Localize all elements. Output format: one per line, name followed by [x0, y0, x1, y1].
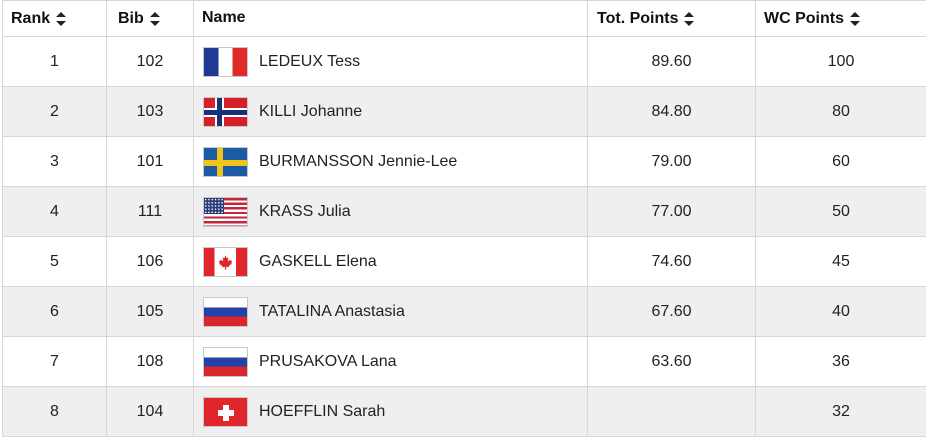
switzerland-flag-icon: [203, 397, 248, 427]
name-cell: BURMANSSON Jennie-Lee: [194, 137, 588, 187]
header-row: Rank Bib Name Tot. Points WC Points: [3, 1, 926, 37]
tot-points-value: 77.00: [651, 203, 691, 221]
rank-cell: 4: [3, 187, 107, 237]
rank-cell: 8: [3, 387, 107, 437]
athlete-name: BURMANSSON Jennie-Lee: [259, 153, 457, 171]
rank-column-header[interactable]: Rank: [3, 1, 107, 37]
wc-points-cell: 100: [756, 37, 926, 87]
athlete-name: PRUSAKOVA Lana: [259, 353, 397, 371]
wc-points-cell: 32: [756, 387, 926, 437]
bib-cell: 105: [107, 287, 194, 337]
wc-points-cell: 50: [756, 187, 926, 237]
bib-cell: 102: [107, 37, 194, 87]
sort-icon[interactable]: [684, 12, 694, 26]
tot-points-value: 74.60: [651, 253, 691, 271]
usa-flag-icon: [203, 197, 248, 227]
bib-column-header[interactable]: Bib: [107, 1, 194, 37]
name-cell: TATALINA Anastasia: [194, 287, 588, 337]
bib-header-label: Bib: [118, 10, 144, 28]
tot-points-value: 84.80: [651, 103, 691, 121]
tot-points-value: 63.60: [651, 353, 691, 371]
tot-points-cell: 89.60: [588, 37, 756, 87]
bib-cell: 103: [107, 87, 194, 137]
tot-points-cell: 67.60: [588, 287, 756, 337]
wc-points-cell: 60: [756, 137, 926, 187]
name-cell: GASKELL Elena: [194, 237, 588, 287]
rank-cell: 1: [3, 37, 107, 87]
bib-cell: 104: [107, 387, 194, 437]
wc-points-cell: 45: [756, 237, 926, 287]
athlete-name: GASKELL Elena: [259, 253, 377, 271]
bib-cell: 108: [107, 337, 194, 387]
tot-points-value: 67.60: [651, 303, 691, 321]
athlete-name: KRASS Julia: [259, 203, 351, 221]
rank-cell: 7: [3, 337, 107, 387]
wc-points-header-label: WC Points: [764, 10, 844, 28]
tot-points-header-label: Tot. Points: [597, 10, 678, 28]
tot-points-cell: [588, 387, 756, 437]
tot-points-cell: 74.60: [588, 237, 756, 287]
rank-cell: 6: [3, 287, 107, 337]
canada-flag-icon: [203, 247, 248, 277]
name-cell: HOEFFLIN Sarah: [194, 387, 588, 437]
bib-cell: 101: [107, 137, 194, 187]
name-cell: LEDEUX Tess: [194, 37, 588, 87]
table-header: Rank Bib Name Tot. Points WC Points: [3, 1, 926, 37]
bib-cell: 106: [107, 237, 194, 287]
rank-cell: 3: [3, 137, 107, 187]
athlete-name: HOEFFLIN Sarah: [259, 403, 385, 421]
tot-points-cell: 84.80: [588, 87, 756, 137]
athlete-name: TATALINA Anastasia: [259, 303, 405, 321]
sweden-flag-icon: [203, 147, 248, 177]
tot-points-cell: 79.00: [588, 137, 756, 187]
name-cell: KILLI Johanne: [194, 87, 588, 137]
russia-flag-icon: [203, 347, 248, 377]
tot-points-cell: 77.00: [588, 187, 756, 237]
sort-icon[interactable]: [56, 12, 66, 26]
tot-points-column-header[interactable]: Tot. Points: [588, 1, 756, 37]
wc-points-cell: 40: [756, 287, 926, 337]
rank-header-label: Rank: [11, 10, 50, 28]
tot-points-value: 79.00: [651, 153, 691, 171]
wc-points-cell: 80: [756, 87, 926, 137]
tot-points-cell: 63.60: [588, 337, 756, 387]
tot-points-value: 89.60: [651, 53, 691, 71]
name-cell: PRUSAKOVA Lana: [194, 337, 588, 387]
france-flag-icon: [203, 47, 248, 77]
russia-flag-icon: [203, 297, 248, 327]
sort-icon[interactable]: [150, 12, 160, 26]
sort-icon[interactable]: [850, 12, 860, 26]
name-header-label: Name: [202, 9, 246, 27]
rank-cell: 2: [3, 87, 107, 137]
name-cell: KRASS Julia: [194, 187, 588, 237]
norway-flag-icon: [203, 97, 248, 127]
name-column-header: Name: [194, 1, 588, 37]
athlete-name: KILLI Johanne: [259, 103, 362, 121]
bib-cell: 111: [107, 187, 194, 237]
wc-points-column-header[interactable]: WC Points: [756, 1, 926, 37]
wc-points-cell: 36: [756, 337, 926, 387]
rank-cell: 5: [3, 237, 107, 287]
athlete-name: LEDEUX Tess: [259, 53, 360, 71]
